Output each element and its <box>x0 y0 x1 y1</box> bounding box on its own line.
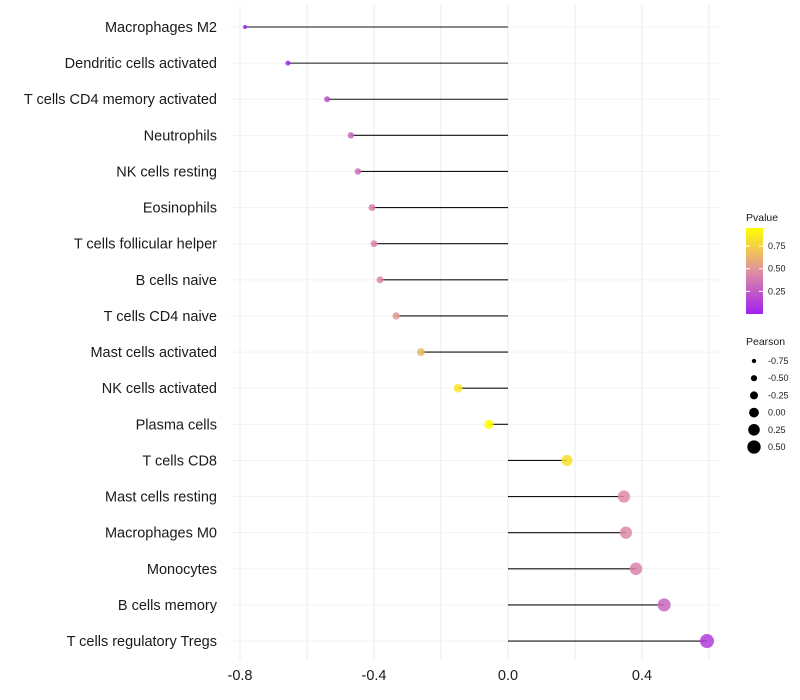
point <box>453 383 463 393</box>
size-legend-label: -0.50 <box>768 373 789 383</box>
point <box>242 24 248 30</box>
point <box>368 204 376 212</box>
point <box>347 132 355 139</box>
category-label: T cells CD4 memory activated <box>24 92 217 108</box>
point <box>324 96 331 103</box>
point <box>484 419 494 429</box>
point <box>416 348 425 357</box>
size-legend-dot <box>750 375 758 382</box>
category-label: Plasma cells <box>136 417 217 433</box>
point <box>354 168 362 175</box>
legend: Pvalue 0.25 0.50 0.75 Pearson -0.75 -0.50 -0… <box>746 212 789 454</box>
category-label: Eosinophils <box>143 201 217 217</box>
size-legend-label: -0.25 <box>768 390 789 400</box>
point <box>699 634 715 649</box>
legend-pvalue-title: Pvalue <box>746 212 778 224</box>
size-legend-dot <box>750 391 758 400</box>
size-legend-dot <box>751 358 757 364</box>
category-label: Macrophages M2 <box>105 20 217 36</box>
pvalue-colorbar <box>746 228 763 314</box>
point <box>619 526 633 539</box>
category-labels: Macrophages M2 Dendritic cells activated T… <box>24 20 218 650</box>
category-label: Mast cells activated <box>90 345 217 361</box>
colorbar-tick-label: 0.50 <box>768 264 786 274</box>
point <box>285 60 291 66</box>
legend-pearson-title: Pearson <box>746 336 785 348</box>
point <box>370 240 378 248</box>
category-label: NK cells activated <box>102 381 217 397</box>
category-label: NK cells resting <box>116 164 217 180</box>
category-label: Dendritic cells activated <box>65 56 217 72</box>
x-tick-label: -0.8 <box>228 668 253 684</box>
stems <box>245 26 707 642</box>
x-tick-label: 0.0 <box>498 668 518 684</box>
size-legend-dot <box>749 407 759 418</box>
size-legend-dot <box>748 424 760 436</box>
point <box>629 562 643 576</box>
size-legend-label: 0.00 <box>768 408 786 418</box>
category-label: Monocytes <box>147 562 217 578</box>
size-legend-dot <box>747 440 761 454</box>
category-label: Mast cells resting <box>105 490 217 506</box>
category-label: B cells naive <box>136 273 217 289</box>
x-tick-label: 0.4 <box>632 668 652 684</box>
category-label: Neutrophils <box>144 128 217 144</box>
category-label: Macrophages M0 <box>105 526 217 542</box>
point <box>376 276 384 284</box>
size-legend-label: -0.75 <box>768 356 789 366</box>
category-label: B cells memory <box>118 598 218 614</box>
size-legend-label: 0.25 <box>768 425 786 435</box>
points <box>242 24 715 649</box>
x-tick-label: -0.4 <box>362 668 387 684</box>
point <box>657 598 671 612</box>
point <box>617 490 631 503</box>
point <box>561 454 573 466</box>
point <box>392 312 400 320</box>
category-label: T cells regulatory Tregs <box>67 634 217 650</box>
category-label: T cells CD4 naive <box>104 309 217 325</box>
category-label: T cells follicular helper <box>74 237 217 253</box>
x-tick-labels: -0.8 -0.4 0.0 0.4 <box>228 668 653 684</box>
colorbar-tick-label: 0.75 <box>768 241 786 251</box>
colorbar-tick-label: 0.25 <box>768 286 786 296</box>
size-legend-label: 0.50 <box>768 442 786 452</box>
category-label: T cells CD8 <box>142 453 217 469</box>
gridlines <box>230 5 720 660</box>
